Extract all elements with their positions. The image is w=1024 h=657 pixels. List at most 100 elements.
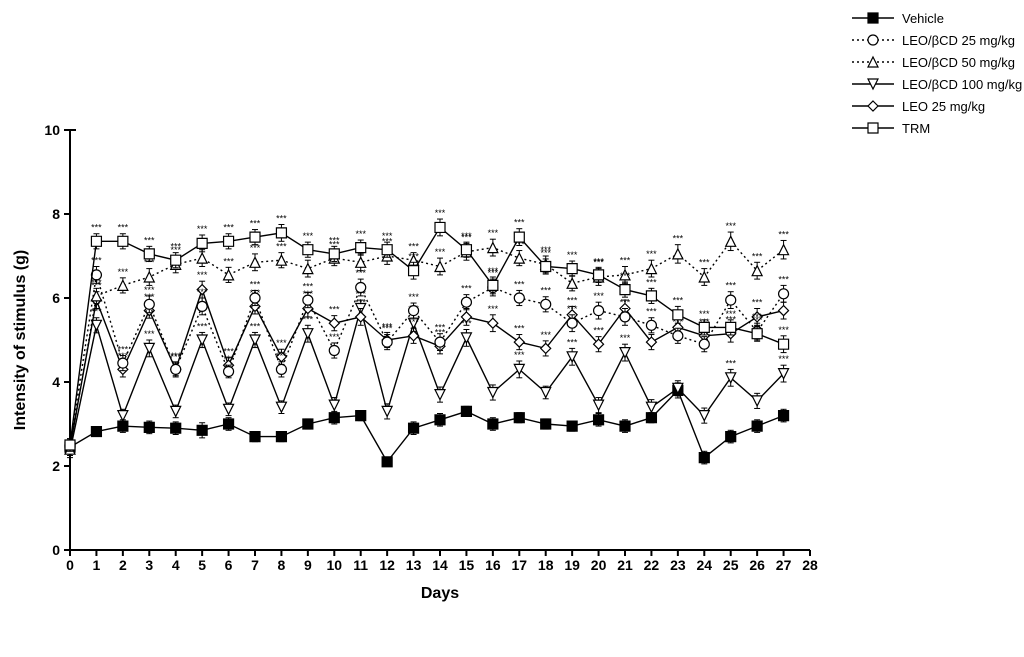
- svg-text:***: ***: [408, 242, 419, 252]
- svg-text:9: 9: [304, 557, 312, 573]
- legend-item-bcd100: LEO/βCD 100 mg/kg: [850, 76, 1022, 92]
- svg-text:***: ***: [91, 223, 102, 233]
- svg-text:10: 10: [44, 122, 60, 138]
- legend-marker-trm: [850, 120, 896, 136]
- legend-item-trm: TRM: [850, 120, 930, 136]
- svg-text:***: ***: [355, 229, 366, 239]
- svg-text:8: 8: [52, 206, 60, 222]
- svg-text:***: ***: [118, 267, 129, 277]
- svg-text:22: 22: [644, 557, 660, 573]
- svg-text:15: 15: [459, 557, 475, 573]
- svg-text:***: ***: [303, 282, 314, 292]
- legend-item-vehicle: Vehicle: [850, 10, 944, 26]
- svg-text:***: ***: [567, 337, 578, 347]
- svg-text:***: ***: [540, 248, 551, 258]
- svg-text:***: ***: [170, 352, 181, 362]
- svg-text:***: ***: [514, 350, 525, 360]
- svg-text:***: ***: [435, 247, 446, 257]
- svg-text:11: 11: [353, 557, 368, 573]
- svg-text:***: ***: [593, 291, 604, 301]
- svg-text:***: ***: [620, 271, 631, 281]
- svg-text:19: 19: [564, 557, 580, 573]
- svg-text:***: ***: [408, 292, 419, 302]
- svg-text:20: 20: [591, 557, 607, 573]
- svg-text:24: 24: [696, 557, 712, 573]
- svg-text:***: ***: [725, 221, 736, 231]
- svg-text:***: ***: [329, 332, 340, 342]
- legend-label: LEO/βCD 50 mg/kg: [902, 55, 1015, 70]
- svg-text:***: ***: [778, 229, 789, 239]
- svg-text:27: 27: [776, 557, 792, 573]
- svg-text:***: ***: [461, 284, 472, 294]
- svg-text:***: ***: [197, 270, 208, 280]
- svg-text:***: ***: [408, 317, 419, 327]
- svg-text:***: ***: [488, 304, 499, 314]
- legend-marker-leo25: [850, 98, 896, 114]
- svg-text:13: 13: [406, 557, 422, 573]
- svg-text:***: ***: [540, 286, 551, 296]
- svg-text:17: 17: [511, 557, 527, 573]
- legend-marker-vehicle: [850, 10, 896, 26]
- svg-text:***: ***: [250, 219, 261, 229]
- svg-text:***: ***: [223, 223, 234, 233]
- svg-text:23: 23: [670, 557, 686, 573]
- svg-text:***: ***: [699, 309, 710, 319]
- legend-label: Vehicle: [902, 11, 944, 26]
- svg-text:18: 18: [538, 557, 554, 573]
- svg-text:Intensity of stimulus (g): Intensity of stimulus (g): [12, 250, 29, 430]
- svg-text:***: ***: [752, 298, 763, 308]
- svg-text:21: 21: [617, 557, 633, 573]
- svg-text:***: ***: [435, 323, 446, 333]
- svg-text:6: 6: [52, 290, 60, 306]
- svg-text:***: ***: [303, 231, 314, 241]
- svg-text:12: 12: [379, 557, 395, 573]
- svg-text:***: ***: [514, 324, 525, 334]
- svg-text:2: 2: [52, 458, 60, 474]
- svg-text:***: ***: [144, 285, 155, 295]
- svg-text:0: 0: [66, 557, 74, 573]
- svg-text:3: 3: [145, 557, 153, 573]
- svg-text:16: 16: [485, 557, 501, 573]
- svg-text:14: 14: [432, 557, 448, 573]
- svg-text:1: 1: [93, 557, 101, 573]
- svg-text:***: ***: [620, 333, 631, 343]
- svg-text:7: 7: [251, 557, 259, 573]
- legend-marker-bcd100: [850, 76, 896, 92]
- svg-text:6: 6: [225, 557, 233, 573]
- svg-text:***: ***: [461, 231, 472, 241]
- svg-text:***: ***: [752, 251, 763, 261]
- svg-text:***: ***: [408, 251, 419, 261]
- svg-text:***: ***: [250, 321, 261, 331]
- svg-text:***: ***: [382, 231, 393, 241]
- svg-text:28: 28: [802, 557, 818, 573]
- legend-label: LEO/βCD 25 mg/kg: [902, 33, 1015, 48]
- svg-text:***: ***: [725, 309, 736, 319]
- legend-marker-bcd25: [850, 32, 896, 48]
- svg-text:***: ***: [673, 234, 684, 244]
- svg-text:***: ***: [778, 354, 789, 364]
- svg-text:***: ***: [514, 218, 525, 228]
- svg-text:***: ***: [118, 223, 129, 233]
- svg-text:***: ***: [197, 321, 208, 331]
- svg-text:***: ***: [593, 256, 604, 266]
- svg-text:***: ***: [435, 208, 446, 218]
- svg-text:8: 8: [278, 557, 286, 573]
- svg-text:***: ***: [567, 304, 578, 314]
- svg-text:***: ***: [197, 224, 208, 234]
- svg-text:***: ***: [276, 242, 287, 252]
- svg-text:***: ***: [276, 338, 287, 348]
- svg-text:***: ***: [699, 258, 710, 268]
- svg-text:***: ***: [646, 307, 657, 317]
- svg-text:***: ***: [488, 228, 499, 238]
- svg-text:***: ***: [725, 358, 736, 368]
- legend-item-bcd25: LEO/βCD 25 mg/kg: [850, 32, 1015, 48]
- svg-text:***: ***: [144, 235, 155, 245]
- svg-text:0: 0: [52, 542, 60, 558]
- svg-text:***: ***: [593, 326, 604, 336]
- svg-text:***: ***: [91, 277, 102, 287]
- legend-label: LEO/βCD 100 mg/kg: [902, 77, 1022, 92]
- svg-text:***: ***: [620, 256, 631, 266]
- svg-text:***: ***: [276, 351, 287, 361]
- svg-text:4: 4: [52, 374, 60, 390]
- legend-label: TRM: [902, 121, 930, 136]
